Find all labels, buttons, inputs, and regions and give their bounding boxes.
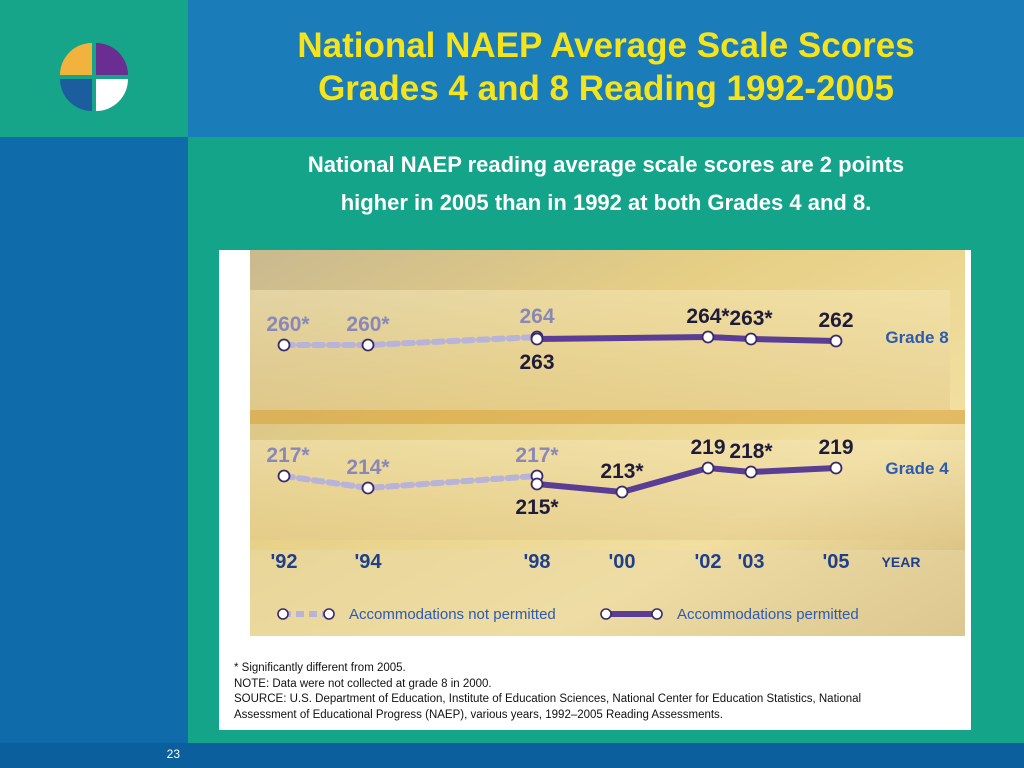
footer-bar [0, 743, 1024, 768]
title-line-2: Grades 4 and 8 Reading 1992-2005 [318, 69, 894, 108]
book-cover-edge-top [250, 410, 965, 424]
data-label-grade8-1998: 264 [519, 305, 554, 328]
data-point-grade8-1992 [277, 338, 291, 352]
note-source-1: SOURCE: U.S. Department of Education, In… [234, 693, 862, 705]
data-label-grade4-1994: 214* [346, 456, 390, 479]
x-tick-label-1994: '94 [354, 551, 382, 573]
series-label-grade4: Grade 4 [885, 459, 949, 478]
data-point-grade4-2005 [829, 461, 843, 475]
chart-frame: 260* 260* 264 263 264* 263* 262 217* 214* 217* 215… [219, 250, 971, 730]
data-point-grade8-1994 [361, 338, 375, 352]
subtitle-line-1: National NAEP reading average scale scor… [307, 152, 905, 177]
x-tick-label-2000: '00 [608, 551, 635, 573]
data-point-grade4-1994 [361, 481, 375, 495]
title-line-1: National NAEP Average Scale Scores [297, 26, 915, 65]
legend-marker-start-dashed [277, 608, 289, 620]
subtitle-line-2: higher in 2005 than in 1992 at both Grad… [340, 190, 872, 215]
line-chart: 260* 260* 264 263 264* 263* 262 217* 214* 217* 215… [250, 250, 965, 636]
data-point-grade4-2003 [744, 465, 758, 479]
data-label-grade8-1994: 260* [346, 313, 390, 336]
data-label-grade8-1992: 260* [266, 313, 310, 336]
series-line-grade8-permitted [534, 333, 839, 344]
data-label-grade4-1992: 217* [266, 444, 310, 467]
page-title: National NAEP Average Scale Scores Grade… [188, 24, 1024, 110]
legend-marker-end-solid [651, 608, 663, 620]
data-label-grade8-2002: 264* [686, 305, 730, 328]
data-label-grade4-2003: 218* [729, 440, 773, 463]
x-tick-label-2002: '02 [694, 551, 721, 573]
page-number: 23 [166, 747, 180, 761]
data-point-grade4-1998 [530, 477, 544, 491]
data-label-grade8-2003: 263* [729, 307, 773, 330]
data-label-grade4-1998: 217* [515, 444, 559, 467]
data-point-grade4-2002 [701, 461, 715, 475]
left-sidebar-strip [0, 137, 188, 743]
x-tick-label-2003: '03 [737, 551, 764, 573]
series-label-grade8: Grade 8 [885, 328, 948, 347]
data-point-grade4-2000 [615, 485, 629, 499]
note-significance: * Significantly different from 2005. [234, 662, 406, 674]
x-tick-label-1992: '92 [270, 551, 297, 573]
slide-subtitle: National NAEP reading average scale scor… [196, 146, 1016, 222]
x-axis-label: YEAR [882, 554, 921, 570]
legend-label-dashed: Accommodations not permitted [349, 606, 556, 623]
data-label-grade4-2002: 219 [690, 436, 725, 459]
data-label-grade4-2000: 213* [600, 460, 644, 483]
data-label-grade4-1998: 215* [515, 496, 559, 519]
chart-notes: * Significantly different from 2005. NOT… [234, 661, 964, 723]
x-tick-label-1998: '98 [523, 551, 550, 573]
legend-label-solid: Accommodations permitted [677, 606, 859, 623]
quadrant-logo-icon [60, 43, 128, 111]
x-tick-label-2005: '05 [822, 551, 849, 573]
data-point-grade8-2002 [701, 330, 715, 344]
data-label-grade8-1998: 263 [519, 351, 554, 374]
note-data-collection: NOTE: Data were not collected at grade 8… [234, 677, 492, 690]
legend-marker-end-dashed [323, 608, 335, 620]
data-point-grade8-2003 [744, 332, 758, 346]
data-point-grade8-1998 [530, 332, 544, 346]
legend-marker-start-solid [600, 608, 612, 620]
data-label-grade8-2005: 262 [818, 309, 853, 332]
logo-panel [0, 0, 188, 137]
book-photo-lower [250, 550, 965, 636]
data-point-grade8-2005 [829, 334, 843, 348]
note-source-2: Assessment of Educational Progress (NAEP… [234, 708, 723, 721]
data-point-grade4-1992 [277, 469, 291, 483]
data-label-grade4-2005: 219 [818, 436, 853, 459]
book-pages-top [250, 290, 950, 410]
